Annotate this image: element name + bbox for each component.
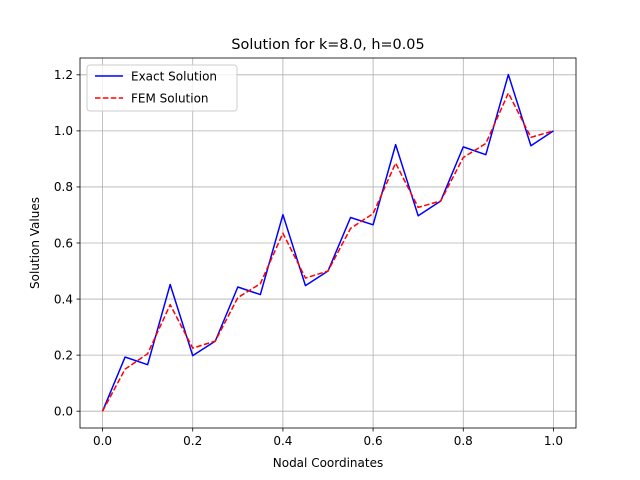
series-line-fem-solution: [101, 92, 554, 412]
y-tick-label: 1.0: [54, 124, 73, 138]
y-tick-label: 0.4: [54, 292, 73, 306]
legend-label-fem: FEM Solution: [131, 92, 209, 106]
x-tick-label: 0.8: [454, 434, 473, 448]
x-tick-label: 0.0: [93, 434, 112, 448]
legend-box: [86, 64, 238, 112]
x-tick-label: 1.0: [544, 434, 563, 448]
x-tick-label: 0.4: [273, 434, 292, 448]
y-tick-label: 0.8: [54, 180, 73, 194]
legend-label-exact: Exact Solution: [131, 70, 217, 84]
y-tick-label: 1.2: [54, 68, 73, 82]
chart-title: Solution for k=8.0, h=0.05: [231, 37, 424, 53]
x-axis-label: Nodal Coordinates: [273, 456, 383, 470]
x-tick-label: 0.6: [364, 434, 383, 448]
y-tick-label: 0.0: [54, 404, 73, 418]
y-tick-label: 0.2: [54, 348, 73, 362]
x-tick-label: 0.2: [183, 434, 202, 448]
y-tick-label: 0.6: [54, 236, 73, 250]
y-axis-label: Solution Values: [28, 197, 42, 289]
legend: Exact Solution FEM Solution: [86, 64, 238, 112]
axis-ticks: 0.0 0.2 0.4 0.6 0.8 1.0 0.0 0.2 0.4 0.6 0.8 1.0 1.2: [54, 68, 563, 448]
series-layer: [101, 73, 554, 412]
